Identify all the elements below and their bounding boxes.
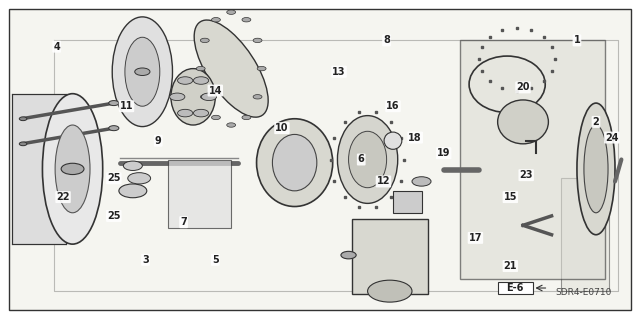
Circle shape <box>109 100 119 106</box>
Text: 25: 25 <box>107 211 120 221</box>
Bar <box>393 191 422 213</box>
Ellipse shape <box>584 125 608 213</box>
Circle shape <box>61 163 84 174</box>
Circle shape <box>200 38 209 42</box>
Text: 8: 8 <box>383 35 390 45</box>
Circle shape <box>19 117 27 121</box>
Text: 11: 11 <box>120 101 133 111</box>
Circle shape <box>227 123 236 127</box>
Circle shape <box>135 68 150 76</box>
Text: 7: 7 <box>180 217 187 227</box>
Polygon shape <box>460 41 605 278</box>
Text: 19: 19 <box>437 148 451 158</box>
Circle shape <box>177 77 193 84</box>
Circle shape <box>257 66 266 71</box>
Ellipse shape <box>349 131 387 188</box>
Ellipse shape <box>112 17 173 127</box>
Circle shape <box>193 109 209 117</box>
Ellipse shape <box>337 115 397 204</box>
Ellipse shape <box>367 280 412 302</box>
Bar <box>352 219 428 294</box>
Ellipse shape <box>171 69 215 125</box>
Text: 24: 24 <box>605 133 619 143</box>
Circle shape <box>242 115 251 120</box>
Circle shape <box>19 142 27 146</box>
FancyBboxPatch shape <box>9 9 631 310</box>
Ellipse shape <box>273 134 317 191</box>
Ellipse shape <box>577 103 615 235</box>
Ellipse shape <box>257 119 333 206</box>
Bar <box>12 94 66 244</box>
Text: 21: 21 <box>504 261 517 271</box>
Text: 20: 20 <box>516 82 530 93</box>
Circle shape <box>177 109 193 117</box>
Circle shape <box>412 177 431 186</box>
Text: 25: 25 <box>107 173 120 183</box>
Ellipse shape <box>125 37 160 106</box>
Circle shape <box>211 115 220 120</box>
Circle shape <box>211 18 220 22</box>
Text: E-6: E-6 <box>506 283 524 293</box>
Ellipse shape <box>42 94 102 244</box>
Text: 9: 9 <box>155 136 161 146</box>
Text: 16: 16 <box>386 101 400 111</box>
Text: 17: 17 <box>468 233 482 243</box>
Circle shape <box>200 95 209 99</box>
Circle shape <box>242 18 251 22</box>
Text: 5: 5 <box>212 255 219 265</box>
Circle shape <box>253 38 262 42</box>
Text: 6: 6 <box>358 154 365 165</box>
Circle shape <box>193 77 209 84</box>
Text: 15: 15 <box>504 192 517 202</box>
Text: 1: 1 <box>573 35 580 45</box>
Circle shape <box>170 93 185 100</box>
Bar <box>561 178 609 291</box>
Text: SDR4-E0710: SDR4-E0710 <box>556 288 612 297</box>
Circle shape <box>196 66 205 71</box>
Text: 10: 10 <box>275 123 289 133</box>
Circle shape <box>227 10 236 14</box>
Ellipse shape <box>384 132 402 149</box>
Text: 2: 2 <box>593 117 599 127</box>
Text: 3: 3 <box>142 255 149 265</box>
Text: 12: 12 <box>377 176 390 186</box>
Circle shape <box>202 93 216 100</box>
Circle shape <box>341 251 356 259</box>
Ellipse shape <box>55 125 90 213</box>
Circle shape <box>109 126 119 131</box>
Ellipse shape <box>194 20 268 117</box>
Text: 14: 14 <box>209 85 222 96</box>
Circle shape <box>128 173 150 184</box>
Circle shape <box>119 184 147 198</box>
Text: 18: 18 <box>408 133 422 143</box>
Text: 13: 13 <box>332 67 346 77</box>
Text: 4: 4 <box>53 42 60 52</box>
Text: 22: 22 <box>56 192 70 202</box>
Circle shape <box>124 161 142 170</box>
FancyBboxPatch shape <box>498 282 532 294</box>
Bar <box>168 160 231 228</box>
Circle shape <box>253 95 262 99</box>
Ellipse shape <box>498 100 548 144</box>
Text: 23: 23 <box>520 170 533 180</box>
